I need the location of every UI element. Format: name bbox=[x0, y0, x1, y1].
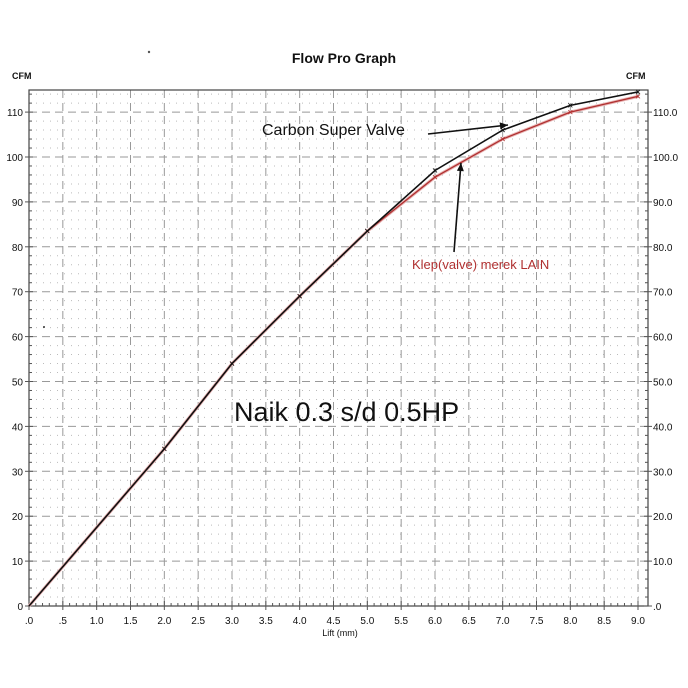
x-tick-label: 9.0 bbox=[631, 616, 645, 627]
x-tick-label: 7.5 bbox=[530, 616, 544, 627]
y-tick-label-left: 50 bbox=[12, 378, 24, 389]
chart-title: Flow Pro Graph bbox=[291, 50, 397, 66]
y-tick-label-right: 30.0 bbox=[653, 467, 673, 478]
y-tick-label-right: 110.0 bbox=[653, 108, 678, 119]
x-tick-label: 5.5 bbox=[394, 616, 408, 627]
y-tick-label-right: 20.0 bbox=[653, 512, 673, 523]
y-tick-label-left: 70 bbox=[12, 288, 24, 299]
arrow-head-icon bbox=[499, 122, 508, 130]
y-tick-label-left: 10 bbox=[12, 557, 24, 568]
annotation-naik-hp: Naik 0.3 s/d 0.5HP bbox=[234, 397, 460, 427]
y-tick-label-right: 90.0 bbox=[653, 198, 673, 209]
y-tick-label-left: 20 bbox=[12, 512, 24, 523]
x-tick-label: 1.5 bbox=[124, 616, 138, 627]
data-marker bbox=[635, 94, 641, 99]
x-tick-label: 1.0 bbox=[90, 616, 104, 627]
arrow-head-icon bbox=[456, 163, 464, 172]
y-tick-label-right: 100.0 bbox=[653, 153, 678, 164]
y-tick-label-left: 100 bbox=[6, 153, 23, 164]
data-marker bbox=[229, 361, 235, 366]
y-tick-label-right: .0 bbox=[653, 602, 662, 613]
x-tick-label: 4.5 bbox=[327, 616, 341, 627]
data-marker bbox=[432, 174, 438, 180]
y-tick-label-left: 110 bbox=[7, 108, 23, 119]
x-tick-label: 8.0 bbox=[563, 616, 577, 627]
y-tick-label-left: 90 bbox=[12, 198, 24, 209]
scan-speck bbox=[147, 50, 151, 54]
x-tick-label: 4.0 bbox=[293, 616, 307, 627]
arrow-carbon-super-valve bbox=[427, 124, 509, 135]
y-tick-label-left: 30 bbox=[12, 467, 24, 478]
x-tick-label: 7.0 bbox=[496, 616, 510, 627]
x-tick-label: 8.5 bbox=[597, 616, 611, 627]
x-tick-label: 3.5 bbox=[259, 616, 273, 627]
plot-frame bbox=[28, 89, 649, 607]
y-tick-label-right: 10.0 bbox=[653, 557, 673, 568]
scan-speck bbox=[43, 326, 45, 328]
data-marker bbox=[365, 228, 370, 234]
x-tick-label: 6.0 bbox=[428, 616, 442, 627]
data-marker bbox=[500, 127, 505, 133]
x-tick-label: 3.0 bbox=[225, 616, 239, 627]
data-marker bbox=[568, 109, 573, 115]
annotation-carbon-super-valve: Carbon Super Valve bbox=[262, 122, 405, 139]
y-tick-label-left: 60 bbox=[12, 333, 24, 344]
x-tick-label: 2.0 bbox=[157, 616, 171, 627]
y-tick-label-right: 40.0 bbox=[653, 422, 673, 433]
annotation-klep-merek-lain: Klep(valve) merek LAIN bbox=[412, 257, 550, 272]
data-marker bbox=[162, 446, 167, 452]
data-marker bbox=[297, 293, 302, 299]
y-tick-label-left: 0 bbox=[17, 602, 23, 613]
data-marker bbox=[635, 89, 641, 95]
y-tick-label-right: 60.0 bbox=[653, 333, 673, 344]
x-tick-label: .5 bbox=[59, 616, 68, 627]
y-tick-label-right: 70.0 bbox=[653, 288, 673, 299]
y-axis-unit-left: CFM bbox=[12, 71, 32, 81]
data-marker bbox=[568, 103, 573, 108]
arrow-klep-merek-lain bbox=[453, 162, 462, 253]
y-tick-label-left: 80 bbox=[12, 243, 24, 254]
y-tick-label-left: 40 bbox=[12, 422, 24, 433]
y-tick-label-right: 50.0 bbox=[653, 378, 673, 389]
x-tick-label: .0 bbox=[25, 616, 34, 627]
x-axis-label: Lift (mm) bbox=[322, 628, 358, 638]
x-tick-label: 2.5 bbox=[191, 616, 205, 627]
x-tick-label: 6.5 bbox=[462, 616, 476, 627]
y-tick-label-right: 80.0 bbox=[653, 243, 673, 254]
data-marker bbox=[500, 136, 505, 142]
y-axis-unit-right: CFM bbox=[626, 71, 646, 81]
data-marker bbox=[432, 168, 438, 173]
x-tick-label: 5.0 bbox=[360, 616, 374, 627]
